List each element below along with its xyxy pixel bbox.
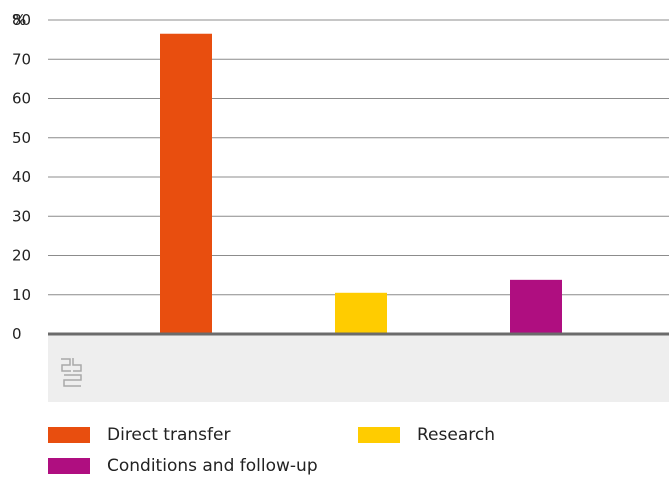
legend-swatch-research (358, 427, 400, 443)
bar-chart: % 0 10 20 30 40 50 60 70 80 (12, 11, 669, 402)
legend-swatch-conditions-follow-up (48, 458, 90, 474)
legend-item-research: Research (358, 424, 495, 446)
y-axis-unit-label: % (12, 11, 26, 29)
y-tick-label: 60 (12, 90, 31, 108)
y-tick-label: 30 (12, 207, 31, 225)
cbs-logo-icon (61, 358, 82, 387)
legend-swatch-direct-transfer (48, 427, 90, 443)
y-tick-label: 70 (12, 50, 31, 68)
y-tick-label: 0 (12, 325, 22, 343)
y-tick-label: 20 (12, 247, 31, 265)
legend-label-direct-transfer: Direct transfer (107, 425, 231, 445)
y-tick-labels: 0 10 20 30 40 50 60 70 80 (12, 11, 31, 343)
legend: Direct transfer Research Conditions and … (48, 422, 648, 478)
y-tick-label: 40 (12, 168, 31, 186)
bar-research (335, 292, 387, 334)
y-tick-label: 10 (12, 286, 31, 304)
y-tick-label: 50 (12, 129, 31, 147)
y-tick-label: 80 (12, 11, 31, 29)
legend-item-conditions-follow-up: Conditions and follow-up (48, 455, 318, 477)
gridlines (48, 19, 669, 296)
bar-direct-transfer (160, 33, 212, 335)
legend-item-direct-transfer: Direct transfer (48, 424, 230, 446)
legend-label-research: Research (417, 425, 495, 445)
bars (160, 33, 562, 335)
plot-footer-band (48, 335, 669, 402)
bar-conditions-and-follow-up (510, 279, 562, 334)
legend-label-conditions-follow-up: Conditions and follow-up (107, 456, 318, 476)
